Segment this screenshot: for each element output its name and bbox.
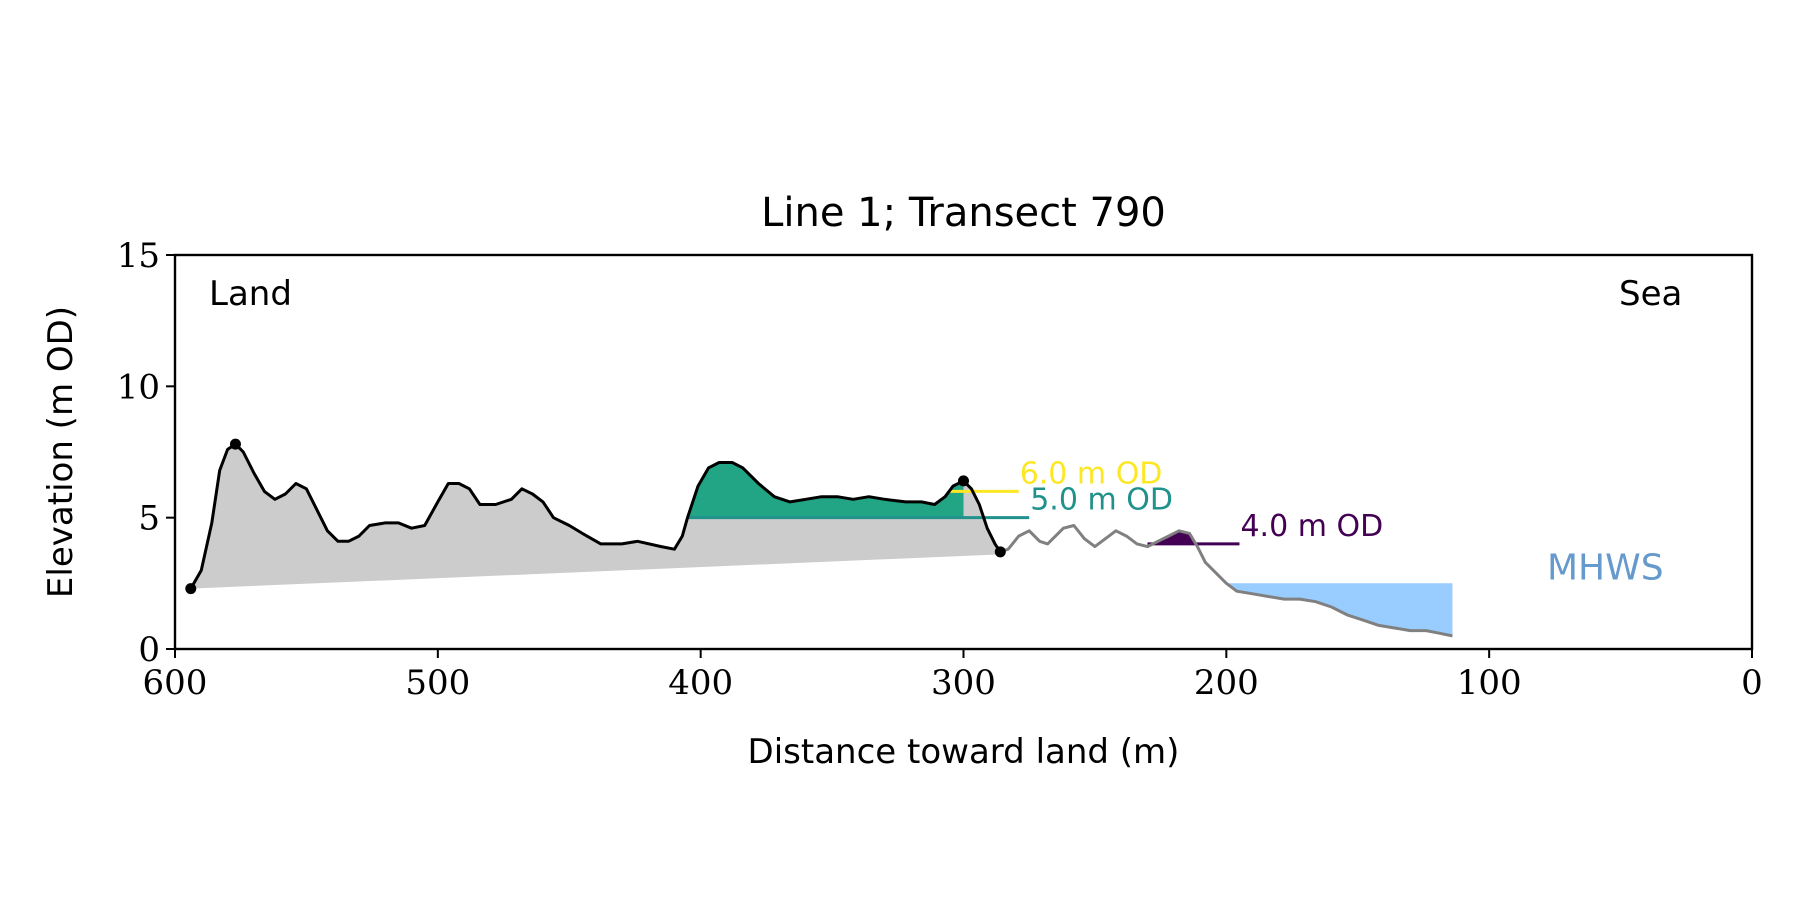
x-tick-label-3: 300 <box>931 663 996 703</box>
y-tick-label-2: 10 <box>117 367 160 407</box>
x-tick-label-5: 100 <box>1457 663 1522 703</box>
key-point-3 <box>994 546 1006 558</box>
threshold-label-2: 4.0 m OD <box>1240 509 1383 544</box>
beach-profile-line <box>999 524 1453 638</box>
chart-title: Line 1; Transect 790 <box>761 190 1166 236</box>
threshold-fill-1 <box>687 462 964 518</box>
y-tick-label-3: 15 <box>117 236 160 276</box>
sea-label: Sea <box>1619 274 1682 314</box>
y-axis-label: Elevation (m OD) <box>41 306 81 598</box>
key-point-0 <box>185 583 197 595</box>
x-tick-label-2: 400 <box>668 663 733 703</box>
mhws-label: MHWS <box>1547 548 1664 589</box>
x-tick-label-6: 0 <box>1741 663 1763 703</box>
lines-layer <box>185 438 1453 638</box>
x-tick-label-4: 200 <box>1194 663 1259 703</box>
dune-profile-line <box>189 442 1002 590</box>
threshold-label-0: 6.0 m OD <box>1020 456 1163 491</box>
y-tick-label-0: 0 <box>138 630 160 670</box>
x-axis-label: Distance toward land (m) <box>748 732 1180 772</box>
plot-frame <box>173 253 1754 651</box>
x-tick-label-0: 600 <box>143 663 208 703</box>
threshold-label-1: 5.0 m OD <box>1030 483 1173 518</box>
key-point-1 <box>229 438 241 450</box>
text-layer: 600 500 400 300 200 100 0 0 5 10 15 Line 1; Transec… <box>41 190 1763 772</box>
key-point-2 <box>958 475 969 487</box>
x-tick-label-1: 500 <box>405 663 470 703</box>
y-tick-label-1: 5 <box>138 499 160 539</box>
dune-area-fill <box>190 444 1001 589</box>
land-label: Land <box>209 274 292 314</box>
axes-layer <box>166 253 1754 658</box>
